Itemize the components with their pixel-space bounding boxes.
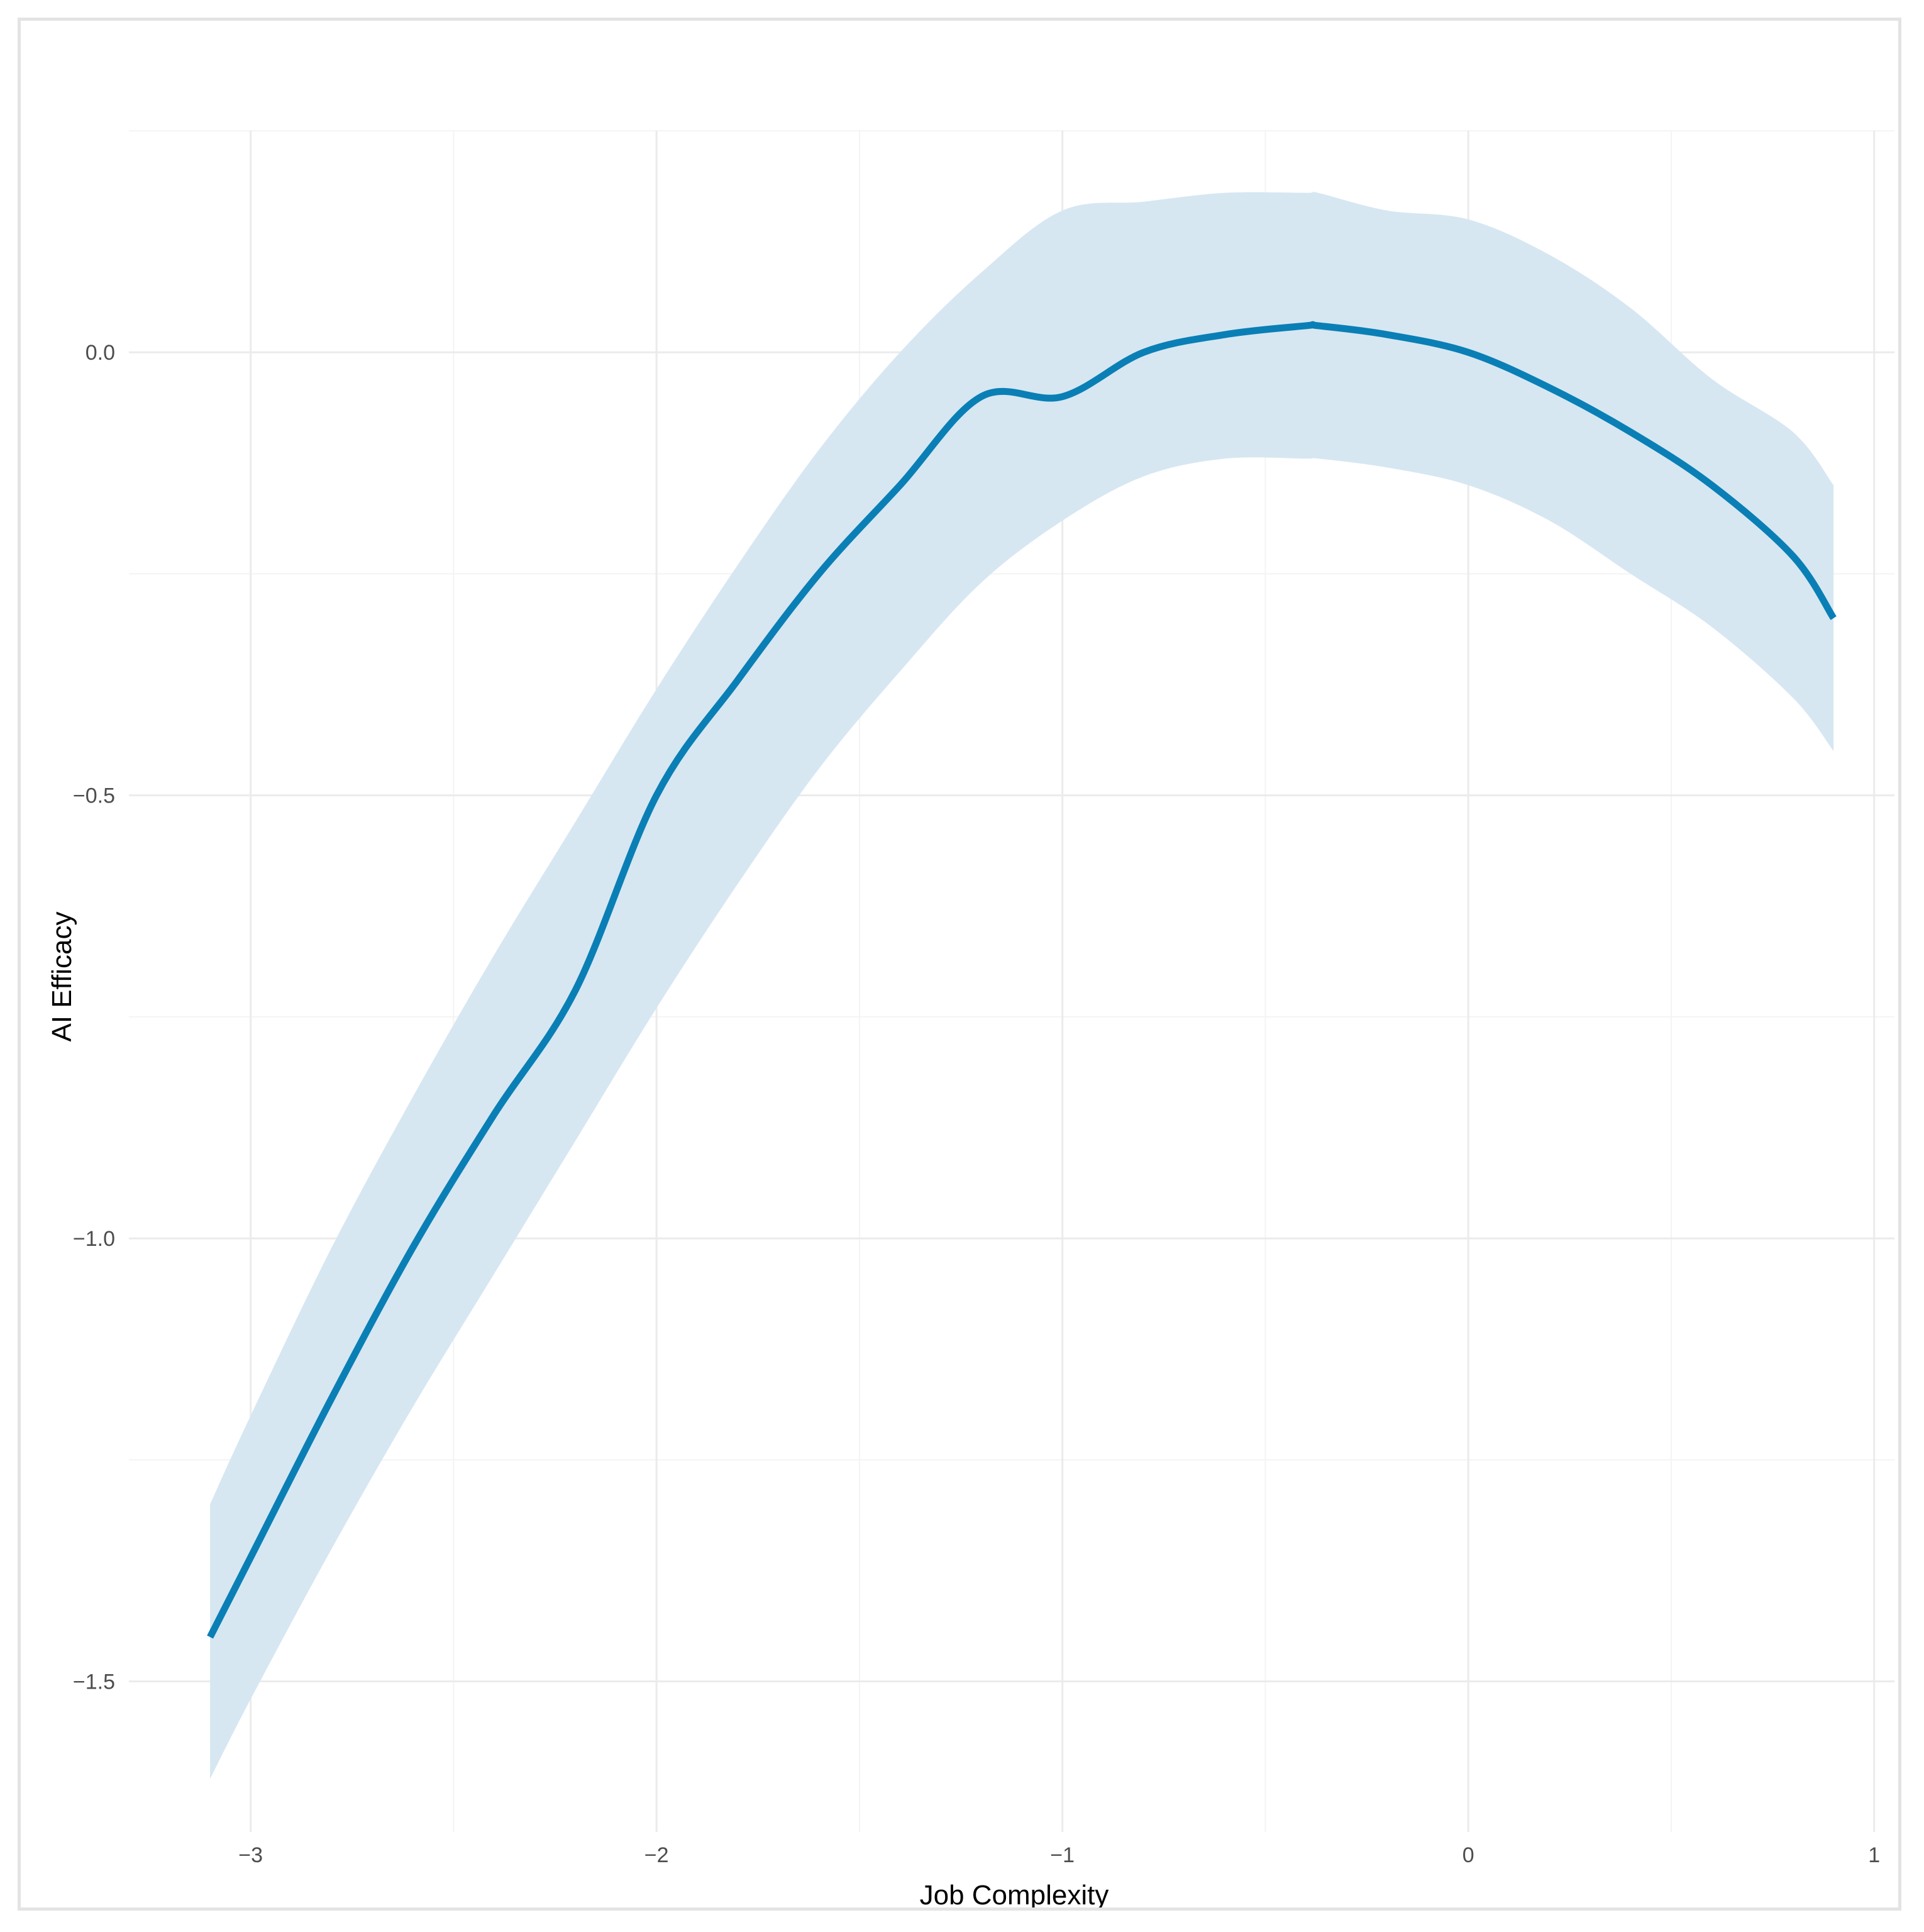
- y-tick-label: −1.5: [73, 1670, 115, 1694]
- chart: −3 −2 −1 0 1 −1.5−1.0−0.50.0 Job Complexity …: [47, 130, 1894, 1907]
- y-tick-label: −0.5: [73, 784, 115, 808]
- x-tick-label: −2: [644, 1843, 669, 1867]
- x-tick-label: 0: [1462, 1843, 1474, 1867]
- plot-frame: −3 −2 −1 0 1 −1.5 −1.0 −0.5 0.0 Job Complexity …: [18, 18, 1901, 1911]
- x-axis-title: Job Complexity: [920, 1880, 1109, 1907]
- fitted-curve: [207, 321, 1837, 1639]
- x-tick-labels: −3 −2 −1 0 1: [238, 1843, 1880, 1867]
- confidence-band: [210, 191, 1834, 1779]
- y-tick-label: 0.0: [86, 341, 115, 365]
- y-axis-title: AI Efficacy: [47, 911, 77, 1041]
- x-tick-label: 1: [1868, 1843, 1880, 1867]
- y-tick-labels: −1.5 −1.0 −0.5 0.0: [73, 341, 115, 1694]
- y-tick-label: −1.0: [73, 1227, 115, 1251]
- x-tick-label: −1: [1050, 1843, 1075, 1867]
- x-tick-label: −3: [238, 1843, 263, 1867]
